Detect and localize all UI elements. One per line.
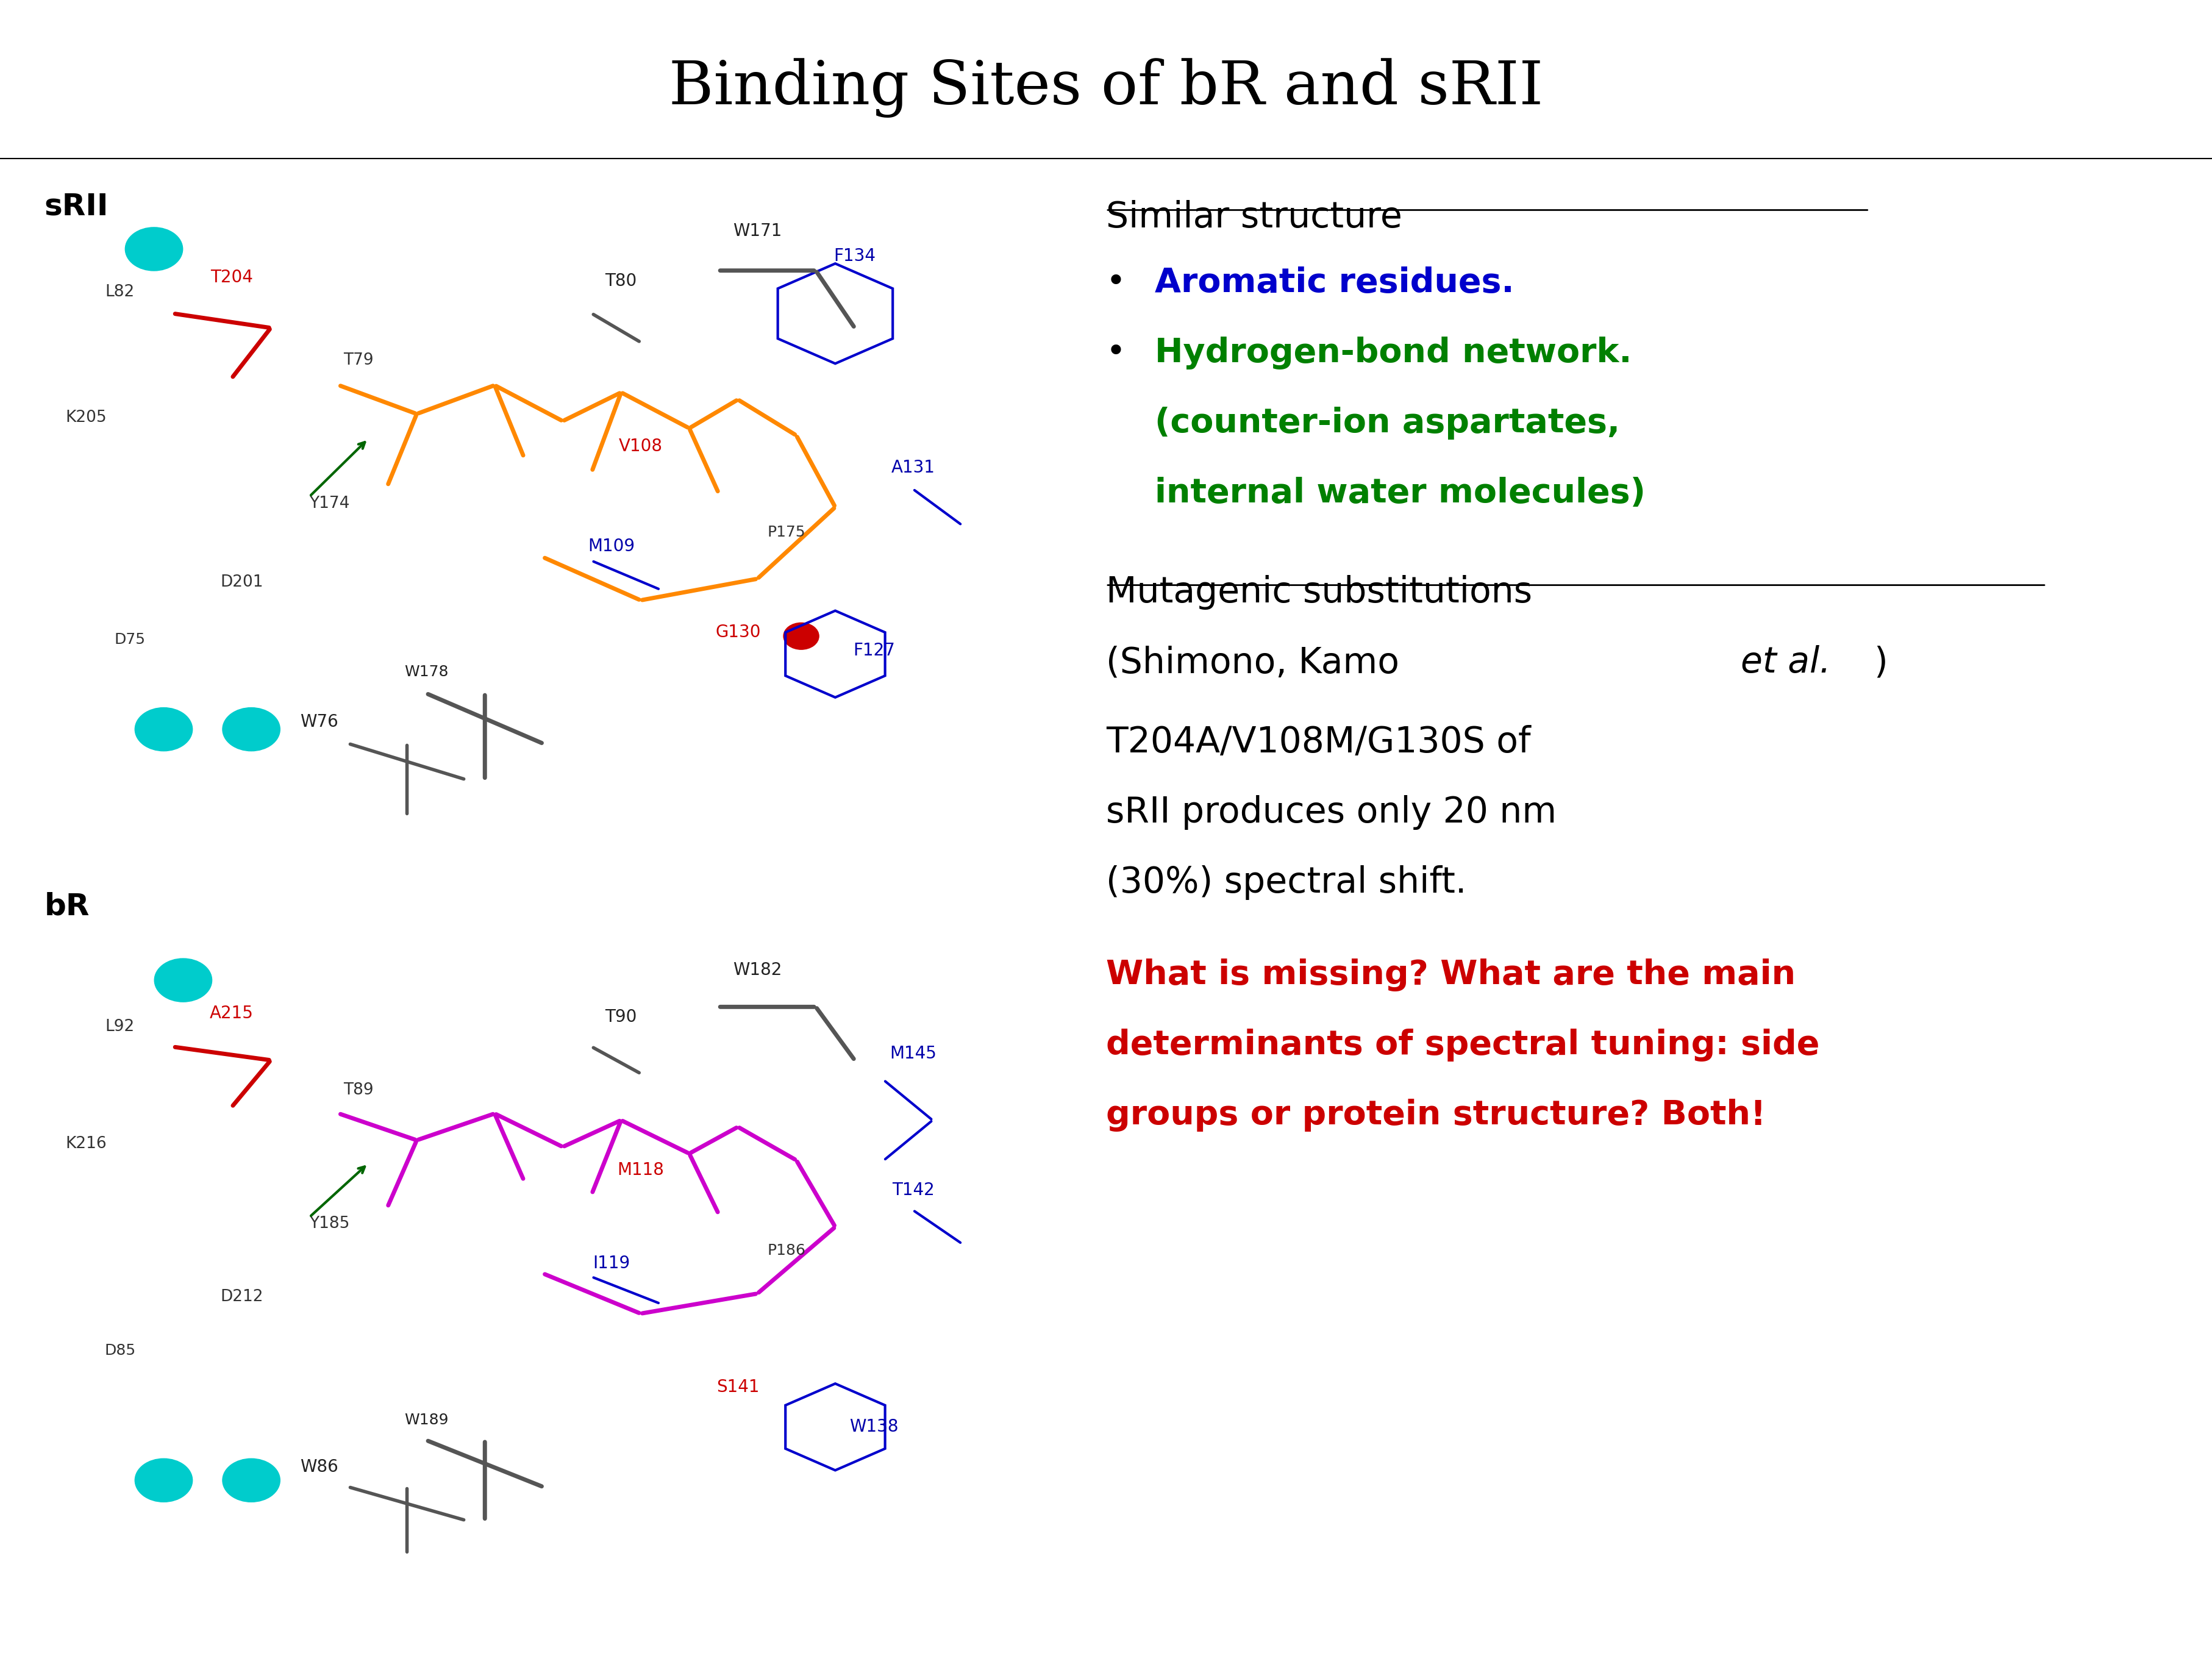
Text: F134: F134 xyxy=(834,248,876,265)
Text: D212: D212 xyxy=(219,1289,263,1305)
Text: T90: T90 xyxy=(606,1009,637,1025)
Text: A131: A131 xyxy=(891,458,936,477)
Text: Binding Sites of bR and sRII: Binding Sites of bR and sRII xyxy=(668,58,1544,118)
Text: ): ) xyxy=(1874,645,1887,680)
Text: What is missing? What are the main: What is missing? What are the main xyxy=(1106,959,1796,992)
Text: T142: T142 xyxy=(891,1182,933,1199)
Text: et al.: et al. xyxy=(1741,645,1832,680)
Text: Y174: Y174 xyxy=(310,495,349,512)
Text: determinants of spectral tuning: side: determinants of spectral tuning: side xyxy=(1106,1029,1820,1062)
Text: D85: D85 xyxy=(104,1344,135,1357)
Text: D201: D201 xyxy=(219,575,263,590)
Text: L82: L82 xyxy=(106,283,135,300)
Text: Aromatic residues.: Aromatic residues. xyxy=(1155,267,1513,300)
Text: Hydrogen-bond network.: Hydrogen-bond network. xyxy=(1155,337,1632,370)
Circle shape xyxy=(135,1459,192,1502)
Text: sRII produces only 20 nm: sRII produces only 20 nm xyxy=(1106,795,1557,830)
Text: K216: K216 xyxy=(64,1135,106,1152)
Text: internal water molecules): internal water molecules) xyxy=(1155,477,1646,510)
Text: T80: T80 xyxy=(606,273,637,290)
Text: Y185: Y185 xyxy=(310,1215,349,1232)
Text: P175: P175 xyxy=(768,525,805,540)
Text: Mutagenic substitutions: Mutagenic substitutions xyxy=(1106,575,1533,610)
Text: S141: S141 xyxy=(717,1379,759,1395)
Text: M145: M145 xyxy=(889,1045,936,1062)
Circle shape xyxy=(135,708,192,750)
Text: T204: T204 xyxy=(210,268,252,287)
Text: (30%) spectral shift.: (30%) spectral shift. xyxy=(1106,865,1467,900)
Text: A215: A215 xyxy=(210,1005,254,1022)
Circle shape xyxy=(223,1459,281,1502)
Text: •: • xyxy=(1106,267,1126,300)
Text: M118: M118 xyxy=(617,1162,664,1179)
Text: bR: bR xyxy=(44,892,91,922)
Text: W189: W189 xyxy=(405,1414,449,1427)
Text: Similar structure: Similar structure xyxy=(1106,200,1402,235)
Text: W76: W76 xyxy=(301,713,338,730)
Circle shape xyxy=(126,227,184,270)
Text: W138: W138 xyxy=(849,1419,898,1435)
Text: G130: G130 xyxy=(714,623,761,642)
Circle shape xyxy=(155,959,212,1002)
Text: P186: P186 xyxy=(768,1244,805,1257)
Text: W86: W86 xyxy=(301,1459,338,1475)
Text: D75: D75 xyxy=(115,632,146,647)
Text: F127: F127 xyxy=(854,642,896,658)
Text: W182: W182 xyxy=(732,962,781,979)
Text: V108: V108 xyxy=(619,438,664,455)
Text: (Shimono, Kamo: (Shimono, Kamo xyxy=(1106,645,1411,680)
Text: (counter-ion aspartates,: (counter-ion aspartates, xyxy=(1155,407,1619,440)
Text: K205: K205 xyxy=(64,410,106,425)
Text: W171: W171 xyxy=(732,223,781,240)
Text: T89: T89 xyxy=(343,1082,374,1099)
Text: groups or protein structure? Both!: groups or protein structure? Both! xyxy=(1106,1099,1765,1132)
Text: sRII: sRII xyxy=(44,192,108,222)
Text: W178: W178 xyxy=(405,665,449,678)
Circle shape xyxy=(783,623,818,650)
Circle shape xyxy=(223,708,281,750)
Text: T204A/V108M/G130S of: T204A/V108M/G130S of xyxy=(1106,725,1531,760)
Text: L92: L92 xyxy=(106,1019,135,1035)
Text: M109: M109 xyxy=(588,538,635,555)
Text: I119: I119 xyxy=(593,1255,630,1272)
Text: •: • xyxy=(1106,337,1126,370)
Text: T79: T79 xyxy=(343,352,374,368)
